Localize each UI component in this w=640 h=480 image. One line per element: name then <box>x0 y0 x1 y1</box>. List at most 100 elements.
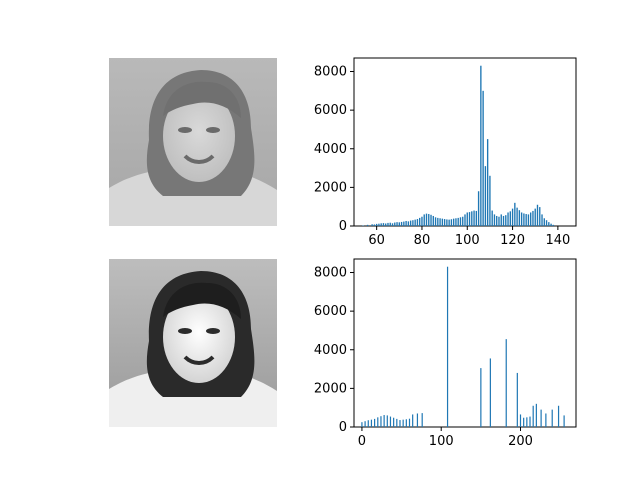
histogram-bar <box>529 416 531 427</box>
histogram-bar <box>446 219 448 226</box>
x-tick-label: 60 <box>368 233 385 248</box>
histogram-bar <box>380 416 382 427</box>
histogram-bar <box>551 409 553 427</box>
histogram-bar <box>377 417 379 427</box>
histogram-bar <box>421 216 423 226</box>
bars-top <box>362 65 555 226</box>
histogram-bar <box>446 266 449 427</box>
histogram-bar <box>557 405 560 427</box>
histogram-bar <box>536 204 539 226</box>
x-tick-label: 80 <box>414 233 431 248</box>
histogram-bar <box>385 223 387 226</box>
histogram-bar <box>366 224 369 226</box>
histogram-bar <box>464 214 466 226</box>
histogram-bar <box>389 222 391 226</box>
y-tick-label: 0 <box>339 420 347 435</box>
histogram-bar <box>409 220 412 226</box>
histogram-bar <box>455 218 457 226</box>
histogram-bar <box>462 216 464 226</box>
axes-frame-bottom <box>353 258 577 428</box>
histogram-bar <box>386 415 388 427</box>
histogram-bar <box>550 223 552 226</box>
histogram-bar <box>407 221 410 226</box>
histogram-bar <box>374 418 376 427</box>
histogram-bar <box>416 219 419 226</box>
histogram-bar <box>540 409 542 427</box>
histogram-bar <box>500 214 502 226</box>
histogram-bar <box>459 217 462 226</box>
histogram-bar <box>430 214 432 226</box>
y-tick-label: 6000 <box>314 103 347 118</box>
histogram-bar <box>543 218 545 226</box>
histogram-bar <box>380 223 382 226</box>
histogram-bar <box>383 415 385 427</box>
histogram-bar <box>484 166 487 226</box>
histogram-bar <box>509 211 511 226</box>
histogram-bar <box>489 175 491 226</box>
histogram-bar <box>532 405 534 427</box>
histogram-bar <box>391 223 394 226</box>
x-tick-label: 100 <box>455 233 480 248</box>
histogram-bottom: 0 100 200 0 2000 4000 6000 8000 <box>314 258 577 449</box>
y-tick-label: 0 <box>339 219 347 234</box>
histogram-bar <box>387 222 389 226</box>
histogram-bar <box>389 416 392 427</box>
histogram-bar <box>541 214 543 226</box>
image-top-left <box>109 58 277 226</box>
y-tick-label: 6000 <box>314 304 347 319</box>
histogram-bar <box>423 214 425 226</box>
histogram-bar <box>428 214 430 226</box>
histogram-bar <box>525 214 527 226</box>
histogram-bar <box>364 421 366 427</box>
x-ticks-bottom: 0 100 200 <box>358 427 533 449</box>
histogram-bar <box>367 420 369 427</box>
histogram-bar <box>450 219 453 226</box>
x-tick-label: 120 <box>500 233 525 248</box>
image-bottom-left <box>109 259 277 427</box>
y-tick-label: 8000 <box>314 266 347 281</box>
histogram-bar <box>516 372 518 427</box>
histogram-bar <box>486 139 489 226</box>
histogram-bar <box>396 222 398 226</box>
histogram-bar <box>448 219 450 226</box>
histogram-bar <box>405 220 407 226</box>
histogram-bar <box>434 217 437 226</box>
histogram-bar <box>511 208 514 226</box>
histogram-bar <box>408 418 411 427</box>
histogram-bar <box>527 214 530 226</box>
x-tick-label: 100 <box>429 434 454 449</box>
histogram-bar <box>491 210 493 226</box>
histogram-bar <box>361 422 363 427</box>
histogram-bar <box>563 415 565 427</box>
histogram-bar <box>514 202 516 226</box>
histogram-bar <box>471 211 473 226</box>
y-tick-label: 8000 <box>314 65 347 80</box>
histogram-bar <box>477 191 480 226</box>
histogram-bar <box>505 215 507 226</box>
y-ticks-top: 0 2000 4000 6000 8000 <box>314 65 354 234</box>
histogram-bar <box>370 419 373 427</box>
histogram-bar <box>416 413 419 427</box>
histogram-bar <box>539 207 541 226</box>
histogram-bar <box>502 215 505 226</box>
histogram-bar <box>498 216 500 226</box>
histogram-bar <box>452 218 455 226</box>
y-tick-label: 2000 <box>314 381 347 396</box>
histogram-bar <box>530 212 532 226</box>
histogram-bar <box>439 218 441 226</box>
histogram-bar <box>482 90 484 226</box>
histogram-bar <box>507 212 509 226</box>
histogram-bar <box>396 418 398 427</box>
x-ticks-top: 60 80 100 120 140 <box>368 226 570 248</box>
histogram-bar <box>400 221 403 226</box>
histogram-bar <box>489 358 491 427</box>
histogram-bar <box>496 215 498 226</box>
histogram-bar <box>393 417 395 427</box>
histogram-bar <box>394 222 396 226</box>
histogram-bar <box>516 207 518 226</box>
histogram-bar <box>443 219 446 226</box>
histogram-bar <box>519 414 522 427</box>
histogram-bar <box>432 215 434 226</box>
histogram-bar <box>518 210 521 226</box>
y-tick-label: 4000 <box>314 142 347 157</box>
